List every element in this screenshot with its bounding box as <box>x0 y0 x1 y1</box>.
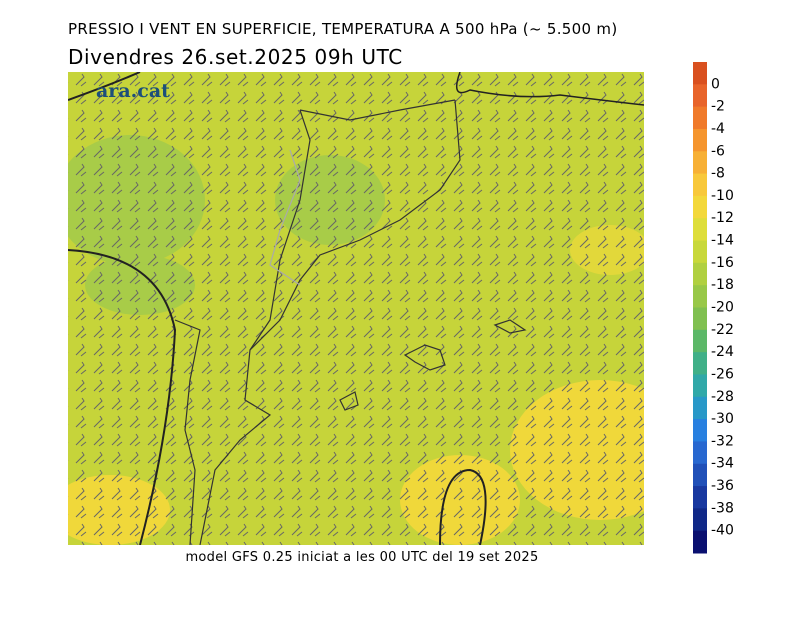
footer: model GFS 0.25 iniciat a les 00 UTC del … <box>185 550 539 565</box>
colorbar-label: -38 <box>711 500 734 516</box>
colorbar-segment <box>693 195 707 219</box>
colorbar-segment <box>693 419 707 442</box>
colorbar-label: -34 <box>711 456 734 472</box>
colorbar-label: -36 <box>711 478 734 494</box>
colorbar-label: -14 <box>711 233 734 249</box>
colorbar-label: -32 <box>711 433 734 449</box>
colorbar-label: -22 <box>711 322 734 338</box>
colorbar-segment <box>693 441 707 465</box>
colorbar-label: -2 <box>711 99 725 115</box>
colorbar-label: -10 <box>711 188 734 204</box>
colorbar-label: -28 <box>711 389 734 405</box>
colorbar-segment <box>693 329 707 353</box>
colorbar-segment <box>693 508 707 532</box>
colorbar-segment <box>693 218 707 242</box>
colorbar-segment <box>693 396 707 420</box>
logo: ara.cat <box>96 80 170 102</box>
colorbar-segment <box>693 262 707 286</box>
colorbar-label: -24 <box>711 344 734 360</box>
colorbar-segment <box>693 307 707 331</box>
colorbar-segment <box>693 463 707 487</box>
colorbar-segment <box>693 128 707 152</box>
colorbar-label: -4 <box>711 121 725 137</box>
colorbar-label: -20 <box>711 300 734 316</box>
colorbar-label: -8 <box>711 166 725 182</box>
colorbar-segment <box>693 530 707 554</box>
colorbar-segment <box>693 84 707 108</box>
colorbar-label: -40 <box>711 523 734 539</box>
colorbar-segment <box>693 486 707 509</box>
colorbar-label: -30 <box>711 411 734 427</box>
colorbar-segment <box>693 240 707 264</box>
colorbar-segment <box>693 151 707 175</box>
colorbar-label: -18 <box>711 277 734 293</box>
colorbar: 0 -2 -4 -6 -8 -10 -12 -14 -16 -18 -20 -22 -24 -26 -28 -… <box>693 62 734 554</box>
colorbar-label: -12 <box>711 210 734 226</box>
subtitle: Divendres 26.set.2025 09h UTC <box>68 45 403 69</box>
colorbar-segment <box>693 173 707 197</box>
colorbar-segment <box>693 106 707 130</box>
colorbar-label: -26 <box>711 366 734 382</box>
colorbar-segment <box>693 285 707 308</box>
colorbar-segment <box>693 374 707 398</box>
colorbar-segment <box>693 352 707 375</box>
colorbar-label: 0 <box>711 76 720 92</box>
colorbar-label: -6 <box>711 143 725 159</box>
colorbar-label: -16 <box>711 255 734 271</box>
title: PRESSIO I VENT EN SUPERFICIE, TEMPERATUR… <box>68 20 618 38</box>
colorbar-segment <box>693 62 707 85</box>
